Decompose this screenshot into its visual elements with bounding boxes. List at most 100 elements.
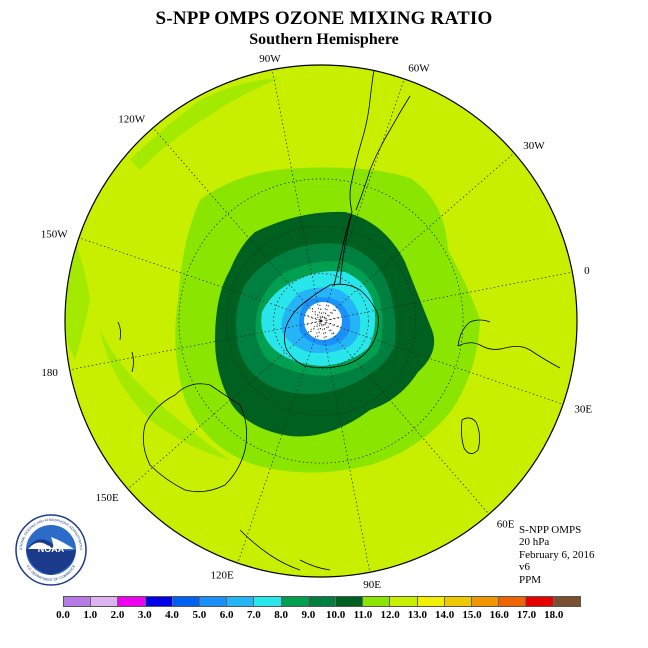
pole-dot — [319, 323, 321, 325]
pole-grid-dots — [306, 304, 340, 338]
colorbar-tick-label: 12.0 — [380, 609, 400, 621]
longitude-label: 180 — [41, 367, 58, 379]
info-date: February 6, 2016 — [519, 548, 595, 561]
pole-dot — [326, 319, 328, 321]
pole-dot — [334, 318, 336, 320]
colorbar-segment — [444, 597, 473, 606]
colorbar-tick-label: 7.0 — [246, 609, 261, 621]
no-data-pole — [304, 302, 342, 340]
map-title: S-NPP OMPS OZONE MIXING RATIO — [155, 8, 493, 29]
info-panel: S-NPP OMPS 20 hPa February 6, 2016 v6 PP… — [519, 524, 594, 586]
info-level: 20 hPa — [519, 536, 550, 549]
pole-dot — [327, 305, 329, 307]
pole-dot — [337, 325, 339, 327]
colorbar-segment — [472, 597, 500, 606]
colorbar-segment — [227, 597, 255, 606]
latitude-circle — [225, 225, 417, 417]
colorbar — [63, 596, 581, 607]
colorbar-tick-label: 18.0 — [544, 609, 564, 621]
pole-dot — [320, 308, 322, 310]
colorbar-segment — [526, 597, 554, 606]
pole-dot — [311, 308, 314, 310]
colorbar-segment — [281, 597, 309, 606]
longitude-label: 30E — [574, 403, 592, 415]
pole-dot — [318, 321, 320, 323]
colorbar-tick-label: 2.0 — [110, 609, 125, 621]
pole-dot — [316, 325, 318, 327]
pole-dot — [311, 316, 313, 318]
colorbar-segment — [64, 597, 92, 606]
info-instrument: S-NPP OMPS — [519, 524, 582, 536]
noaa-logo: NOAA NATIONAL OCEANIC AND ATMOSPHERIC AD… — [14, 513, 87, 586]
latitude-circle — [273, 273, 369, 369]
pole-dot — [319, 328, 321, 330]
longitude-label: 120E — [210, 569, 234, 581]
pole-dot — [325, 336, 327, 338]
coastlines — [117, 69, 561, 571]
pole-dot — [330, 329, 332, 331]
meridian-line — [320, 152, 515, 322]
noaa-logo-text: NOAA — [38, 544, 65, 554]
longitude-label: 60E — [497, 518, 515, 530]
longitude-label: 0 — [584, 265, 590, 277]
meridian-line — [320, 320, 371, 573]
longitude-label: 150W — [41, 229, 69, 241]
info-version: v6 — [519, 561, 530, 574]
colorbar-tick-label: 13.0 — [407, 609, 428, 621]
colorbar-segment — [172, 597, 201, 606]
meridian-line — [320, 320, 490, 515]
pole-dot — [325, 312, 327, 314]
longitude-label: 90E — [363, 579, 381, 591]
pole-dot — [330, 318, 332, 321]
pole-dot — [314, 317, 316, 319]
map-boundary — [64, 64, 578, 578]
pole-dot — [323, 328, 326, 330]
colorbar-segment — [553, 597, 580, 606]
meridian-line — [69, 320, 322, 371]
colorbar-segment — [499, 597, 527, 606]
pole-dot — [317, 335, 319, 337]
pole-dot — [318, 319, 320, 321]
colorbar-tick-label: 5.0 — [192, 609, 207, 621]
colorbar-tick-label: 17.0 — [516, 609, 537, 621]
pole-dot — [330, 323, 332, 325]
colorbar-segment — [308, 597, 337, 606]
pole-dot — [324, 332, 326, 334]
pole-dot — [333, 324, 335, 326]
pole-dot — [307, 315, 309, 317]
pole-dot — [332, 332, 335, 334]
colorbar-labels: 0.0 1.0 2.0 3.0 4.0 5.0 6.0 7.0 8.0 9.0 10.0 11.0 12… — [0, 609, 648, 623]
colorbar-tick-label: 9.0 — [301, 609, 316, 621]
colorbar-segment — [200, 597, 228, 606]
meridian-line — [127, 320, 322, 490]
colorbar-segment — [254, 597, 282, 606]
pole-dot — [318, 331, 320, 333]
colorbar-segment — [118, 597, 146, 606]
pole-dot — [317, 314, 319, 316]
pole-dot — [313, 328, 315, 330]
pole-dot — [320, 312, 323, 314]
contour-11-12-north-patch — [130, 78, 280, 170]
meridian-line — [320, 271, 573, 322]
longitude-label: 60W — [408, 63, 430, 75]
meridian-line — [237, 320, 322, 564]
colorbar-segment — [417, 597, 445, 606]
pole-dot — [325, 317, 327, 319]
pole-dot — [306, 323, 308, 325]
pole-dot — [326, 309, 328, 311]
pole-dot — [319, 304, 321, 306]
map-subtitle: Southern Hemisphere — [249, 31, 399, 48]
longitude-label: 120W — [118, 114, 146, 126]
pole-dot — [331, 312, 333, 314]
colorbar-tick-label: 0.0 — [56, 609, 70, 621]
colorbar-tick-label: 14.0 — [435, 609, 455, 621]
colorbar-segment — [390, 597, 418, 606]
colorbar-segment — [91, 597, 119, 606]
latitude-circle — [178, 178, 464, 464]
meridian-line — [320, 78, 405, 322]
longitude-label: 90W — [259, 53, 281, 65]
pole-dot — [314, 311, 316, 313]
pole-dot — [314, 321, 316, 324]
colorbar-tick-label: 6.0 — [219, 609, 234, 621]
